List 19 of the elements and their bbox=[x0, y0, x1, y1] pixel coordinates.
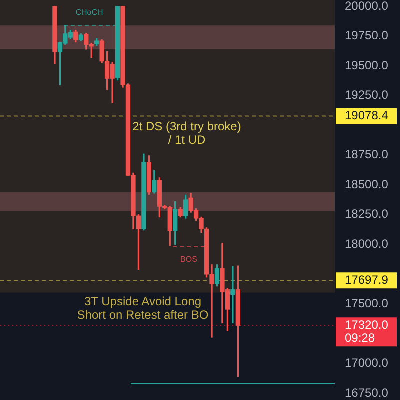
ref-line-label: BOS bbox=[180, 255, 198, 264]
y-tick-label: 17000.0 bbox=[345, 356, 389, 370]
y-tick-label: 19750.0 bbox=[345, 28, 389, 43]
ref-line-label: 19078.4 bbox=[345, 108, 389, 123]
candlestick bbox=[230, 266, 236, 324]
annotation: 2t DS (3rd try broke) / 1t UD bbox=[132, 119, 242, 147]
ref-line-label: 17320.0 09:28 bbox=[345, 318, 389, 345]
y-tick-label: 17500.0 bbox=[345, 296, 389, 310]
y-tick-label: 18500.0 bbox=[345, 177, 389, 192]
y-tick-label: 19250.0 bbox=[345, 88, 389, 102]
y-tick-label: 20000.0 bbox=[345, 0, 389, 13]
y-tick-label: 19500.0 bbox=[345, 58, 389, 72]
y-tick-label: 16750.0 bbox=[345, 386, 389, 400]
y-tick-label: 18250.0 bbox=[345, 207, 389, 222]
y-tick-label: 18750.0 bbox=[345, 148, 389, 162]
ref-line-label: 17697.9 bbox=[345, 272, 389, 287]
annotation: 3T Upside Avoid Long Short on Retest after BO bbox=[77, 294, 209, 322]
y-tick-label: 18000.0 bbox=[345, 236, 389, 251]
ref-line-label: CHoCH bbox=[76, 8, 104, 17]
